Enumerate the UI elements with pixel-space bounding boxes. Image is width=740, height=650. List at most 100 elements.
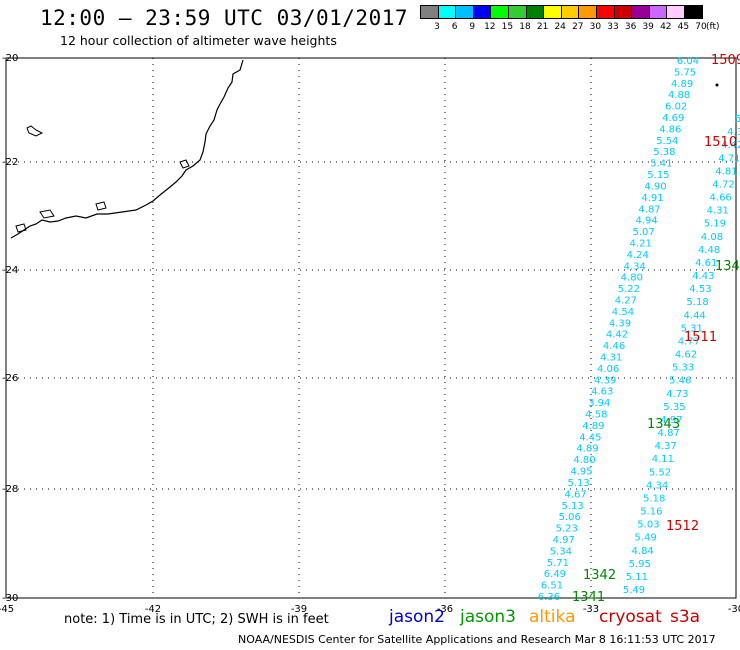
wave-height-value: 5.35 (663, 402, 685, 413)
wave-height-value: 5.54 (656, 136, 678, 147)
cryosat-pass-label: 1510 (704, 135, 737, 150)
wave-height-value: 5.13 (562, 501, 584, 512)
coastline (10, 59, 244, 239)
island-outline (15, 223, 27, 233)
wave-height-value: 4.87 (638, 204, 660, 215)
wave-height-value: 4.58 (585, 410, 607, 421)
wave-height-value: 4.94 (635, 216, 657, 227)
island-outline (39, 209, 55, 219)
map-subtitle: 12 hour collection of altimeter wave hei… (60, 33, 337, 48)
wave-height-value: 5.19 (704, 219, 726, 230)
wave-height-value: 4.42 (721, 140, 740, 151)
wave-height-value: 5.33 (672, 363, 694, 374)
wave-height-value: 4.54 (612, 307, 634, 318)
latitude-label: -30 (2, 593, 18, 604)
wave-height-value: 4.31 (600, 353, 622, 364)
wave-height-value: 4.86 (659, 124, 681, 135)
wave-height-value: 4.89 (576, 444, 598, 455)
wave-height-value: 5.06 (559, 512, 581, 523)
wave-height-value: 4.72 (712, 179, 734, 190)
wave-height-value: 5.03 (637, 520, 659, 531)
latitude-label: -20 (2, 53, 18, 64)
legend-label: 12 (484, 22, 496, 32)
wave-height-value: 4.37 (655, 441, 677, 452)
wave-height-value: 4.34 (646, 480, 668, 491)
legend-label: 36 (624, 22, 637, 32)
wave-height-value: 4.73 (666, 389, 688, 400)
cryosat-pass-label: 1511 (684, 330, 717, 345)
wave-height-value: 4.89 (671, 79, 693, 90)
wave-height-value: 4.53 (689, 284, 711, 295)
wave-height-value: 4.71 (718, 153, 740, 164)
island-outline (95, 201, 107, 211)
wave-height-value: 4.42 (606, 330, 628, 341)
wave-height-value: 5.13 (567, 478, 589, 489)
credit-line: NOAA/NESDIS Center for Satellite Applica… (238, 633, 716, 646)
wave-height-value: 4.63 (591, 387, 613, 398)
satellite-name: cryosat (599, 607, 662, 627)
wave-height-value: 4.61 (695, 258, 717, 269)
longitude-label: -30 (728, 604, 740, 615)
wave-height-value: 4.97 (553, 535, 575, 546)
footer-note: note: 1) Time is in UTC; 2) SWH is in fe… (64, 612, 329, 627)
wave-height-value: 6.04 (677, 56, 699, 67)
wave-height-value: 5.31 (681, 323, 703, 334)
legend-label: 9 (469, 22, 476, 32)
wave-height-value: 5.11 (626, 572, 648, 583)
wave-height-value: 4.45 (579, 432, 601, 443)
legend-unit: (ft) (706, 22, 720, 32)
wave-height-value: 4.97 (660, 415, 682, 426)
wave-height-value: 6.02 (665, 102, 687, 113)
legend-label: 27 (572, 22, 584, 32)
wave-height-value: 5.41 (650, 159, 672, 170)
jason3-pass-label: 1341 (572, 590, 605, 605)
wave-height-value: 4.43 (692, 271, 714, 282)
wave-height-value: 4.80 (573, 455, 595, 466)
wave-height-value: 4.95 (570, 467, 592, 478)
longitude-label: -39 (291, 604, 307, 615)
legend-label: 45 (677, 22, 690, 32)
latitude-label: -22 (2, 157, 18, 168)
wave-height-value: 5.95 (629, 559, 651, 570)
satellite-name: s3a (670, 607, 701, 627)
legend-label: 70 (695, 22, 707, 32)
wave-height-value: 5.38 (653, 147, 675, 158)
jason3-pass-label: 1342 (583, 568, 616, 583)
color-legend: 3 6 9 12 15 18 21 24 27 30 33 36 39 42 45 70 (ft) (420, 5, 728, 35)
wave-height-value: 5.18 (643, 493, 665, 504)
wave-height-value: 5.71 (547, 558, 569, 569)
wave-height-value: 5.75 (674, 67, 696, 78)
wave-height-value: 4.31 (707, 206, 729, 217)
map-frame (5, 57, 737, 599)
longitude-label: -42 (145, 604, 161, 615)
wave-height-value: 4.90 (644, 181, 666, 192)
wave-height-value: 5.15 (647, 170, 669, 181)
legend-label: 6 (451, 22, 458, 32)
wave-height-value: 4.48 (698, 245, 720, 256)
wave-height-value: 4.11 (652, 454, 674, 465)
wave-height-value: 4.06 (597, 364, 619, 375)
jason3-pass-label: 134 (715, 259, 740, 274)
wave-height-value: 5.49 (634, 533, 656, 544)
legend-label: 39 (642, 22, 654, 32)
wave-height-value: 4.81 (715, 166, 737, 177)
wave-height-value: 4.84 (632, 546, 654, 557)
legend-label: 15 (501, 22, 514, 32)
wave-height-value: 6.51 (541, 581, 563, 592)
cryosat-pass-label: 1512 (666, 519, 699, 534)
latitude-label: -26 (2, 373, 18, 384)
wave-height-value: 5.34 (550, 546, 572, 557)
satellite-name: jason3 (460, 607, 516, 627)
legend-label: 18 (519, 22, 531, 32)
wave-height-value: 5.18 (686, 297, 708, 308)
island-outline (179, 159, 190, 169)
map-title: 12:00 – 23:59 UTC 03/01/2017 (40, 6, 409, 30)
latitude-label: -28 (2, 484, 18, 495)
wave-height-value: 4.39 (609, 318, 631, 329)
satellite-name: jason2 (389, 607, 445, 627)
legend-label: 24 (554, 22, 566, 32)
wave-height-value: 4.21 (630, 238, 652, 249)
wave-height-value: 4.80 (621, 273, 643, 284)
legend-label: 42 (660, 22, 672, 32)
